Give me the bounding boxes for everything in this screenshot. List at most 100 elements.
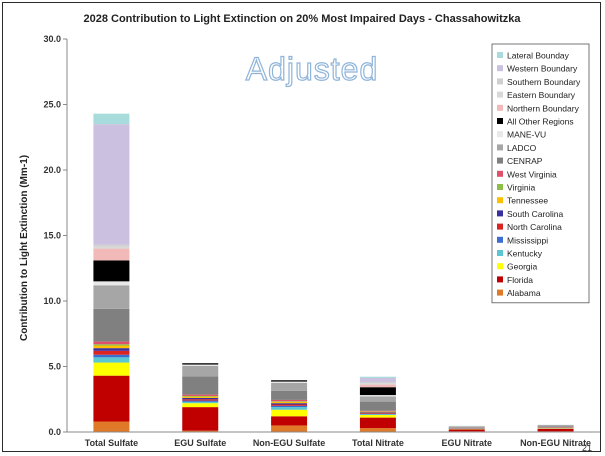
bar-segment [93,354,130,358]
bar-segment [182,376,219,395]
legend-swatch [497,184,503,190]
y-tick-label: 25.0 [43,100,61,110]
legend-swatch [497,289,503,296]
bar-segment [182,396,219,398]
x-category-label: Total Nitrate [352,438,404,448]
legend-entry: Lateral Bounday [507,51,570,61]
y-axis-label: Contribution to Light Extinction (Mm-1) [19,155,30,341]
legend-entry: North Carolina [507,222,562,232]
legend-entry: Florida [507,275,533,285]
bar-segment [93,362,130,376]
x-category-label: Non-EGU Sulfate [253,438,326,448]
y-tick-label: 30.0 [43,34,61,44]
bar-segment [271,390,308,400]
y-ticks: 0.0 5.0 10.0 15.0 20.0 25.0 30.0 [43,34,67,437]
bar-segment [359,413,396,415]
bar-segment [359,401,396,411]
legend-entry: Southern Boundary [507,77,581,87]
bar-segment [182,395,219,397]
bar-segment [359,387,396,396]
bar-segment [93,345,130,349]
legend-entry: MANE-VU [507,130,546,140]
bar-segment [271,405,308,408]
legend-swatch [497,236,503,243]
bar-segment [182,400,219,402]
legend-swatch [497,144,503,151]
legend-swatch [497,223,503,230]
legend-entry: Alabama [507,288,541,298]
y-tick-label: 0.0 [48,427,61,437]
bar-segment [182,365,219,377]
bar-segment [93,375,130,422]
bar-segment [93,308,130,342]
bar-segment [93,113,130,125]
bar-segment [182,364,219,366]
legend-entry: Mississippi [507,235,548,245]
bar-segment [448,429,485,432]
bar-segment [359,411,396,413]
bar-segment [537,425,574,427]
bar-segment [359,417,396,429]
y-tick-label: 15.0 [43,231,61,241]
legend-swatch [497,104,503,111]
bar-segment [182,397,219,400]
y-tick-label: 20.0 [43,165,61,175]
bar-segment [93,245,130,249]
bar-segment [93,421,130,432]
legend-swatch [497,52,503,58]
bar-segment [359,395,396,397]
chart-title: 2028 Contribution to Light Extinction on… [83,13,521,25]
legend-entry: CENRAP [507,156,543,166]
legend-box [491,43,590,304]
bar-segment [448,427,485,428]
legend-swatch [497,65,503,72]
bar-segment [359,413,396,414]
bar-segment [93,348,130,351]
legend-swatch [497,157,503,164]
legend-swatch [497,118,503,124]
bar-segment [182,394,219,396]
slide-frame [2,2,601,452]
bar-segment [359,381,396,384]
bar-segment [271,403,308,405]
bar-segment [271,425,308,432]
legend-entry: Virginia [507,183,535,193]
bar-segment [537,428,574,432]
bar-segment [271,399,308,402]
bar-segment [359,428,396,432]
bar-segment [271,380,308,382]
bar-segment [93,244,130,246]
bar-segment [93,248,130,261]
legend-swatch [497,78,503,85]
bar-segment [271,381,308,383]
legend-swatch [497,197,503,204]
legend-swatch [497,250,503,256]
bar-segment [359,383,396,385]
legend-entry: Western Boundary [507,64,578,74]
bar-segment [93,281,130,286]
x-category-label: Total Sulfate [85,438,138,448]
bar-segment [359,410,396,412]
bar-segment [359,376,396,379]
bar-segment [359,396,396,402]
bar-segment [182,407,219,431]
bar-segment [93,350,130,355]
bar-segment [93,357,130,363]
legend-swatch [497,131,503,138]
legend-entry: Kentucky [507,249,543,259]
legend: Lateral Bounday Western Boundary Southern … [491,43,590,304]
bar-segment [182,363,219,365]
x-category-label: EGU Nitrate [441,438,492,448]
bar-segment [182,430,219,432]
bar-segment [359,414,396,418]
bars-layer [93,113,574,432]
bar-segment [359,414,396,415]
legend-entry: South Carolina [507,209,564,219]
legend-entry: Northern Boundary [507,103,580,113]
legend-entry: LADCO [507,143,537,153]
bar-segment [271,416,308,426]
bar-segment [182,403,219,408]
x-categories: Total Sulfate EGU Sulfate Non-EGU Sulfate T… [85,438,591,448]
watermark-annotation: Adjusted [246,51,379,87]
